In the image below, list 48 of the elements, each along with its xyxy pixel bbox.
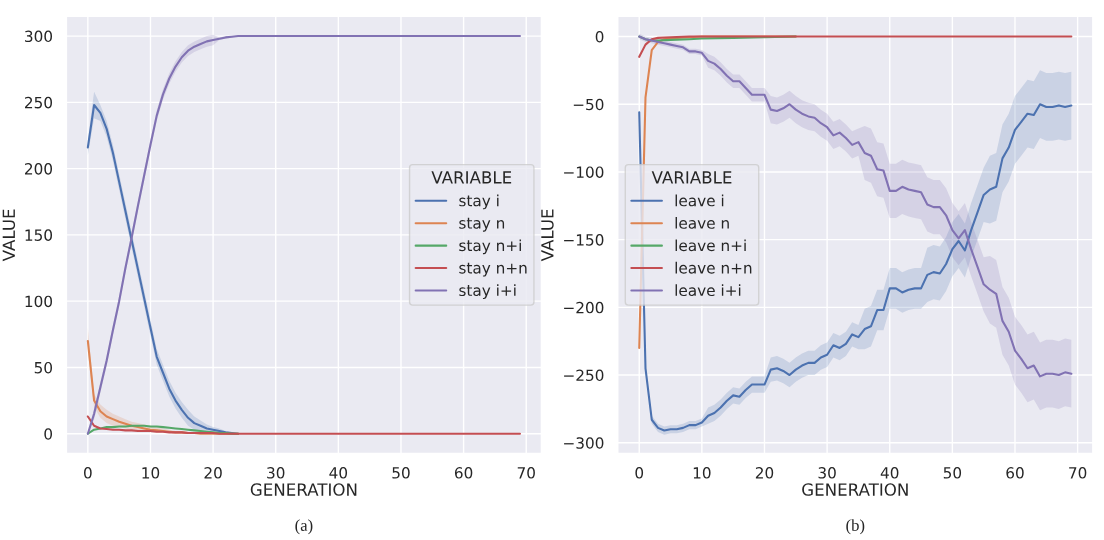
y-tick-label: 50 (34, 361, 53, 374)
y-tick-label: 0 (44, 428, 53, 440)
x-tick-label: 60 (454, 467, 473, 479)
legend-label: stay i+i (459, 284, 516, 300)
x-tick-label: 20 (755, 467, 774, 479)
legend-label: leave n+i (675, 239, 746, 252)
y-tick-label: −250 (564, 369, 604, 382)
legend-label: stay n+i (459, 239, 521, 255)
x-tick-label: 0 (83, 467, 92, 479)
legend-label: leave i+i (675, 284, 741, 297)
x-tick-label: 30 (267, 467, 285, 479)
x-tick-label: 0 (635, 467, 644, 479)
y-tick-label: 300 (25, 30, 53, 43)
x-tick-label: 60 (1006, 467, 1024, 479)
y-tick-label: −300 (564, 437, 604, 449)
legend-label: leave n (675, 216, 729, 229)
y-tick-label: 250 (25, 96, 53, 109)
y-tick-label: −200 (564, 301, 604, 314)
x-tick-label: 40 (880, 467, 899, 479)
x-tick-label: 10 (142, 467, 160, 479)
y-tick-label: −50 (573, 98, 604, 111)
legend-label: leave n+n (675, 261, 752, 274)
legend-label: stay i (459, 194, 499, 210)
text: (b) (846, 519, 865, 535)
y-tick-label: 150 (25, 229, 53, 241)
x-tick-label: 10 (693, 467, 711, 479)
x-tick-label: 20 (204, 467, 222, 479)
y-tick-label: 100 (25, 295, 53, 308)
legend-label: stay n+n (459, 262, 527, 277)
y-tick-label: 0 (595, 30, 604, 43)
x-tick-label: 40 (329, 467, 348, 479)
x-axis-title: GENERATION (250, 483, 357, 496)
x-tick-label: 70 (1069, 467, 1087, 479)
y-tick-label: 200 (25, 163, 53, 175)
legend-title: VARIABLE (651, 171, 732, 184)
y-axis-title: VALUE (541, 209, 554, 262)
legend-label: leave i (675, 194, 724, 207)
legend-label: stay n (459, 217, 505, 232)
legend-title: VARIABLE (431, 171, 512, 184)
y-axis-title: VALUE (2, 209, 16, 262)
x-axis-title: GENERATION (802, 483, 908, 496)
x-tick-label: 70 (517, 467, 535, 479)
text: (a) (295, 519, 313, 535)
y-tick-label: −100 (564, 166, 604, 178)
x-tick-label: 50 (943, 467, 962, 479)
y-tick-label: −150 (564, 234, 604, 246)
x-tick-label: 50 (392, 467, 410, 479)
x-tick-label: 30 (818, 467, 836, 479)
